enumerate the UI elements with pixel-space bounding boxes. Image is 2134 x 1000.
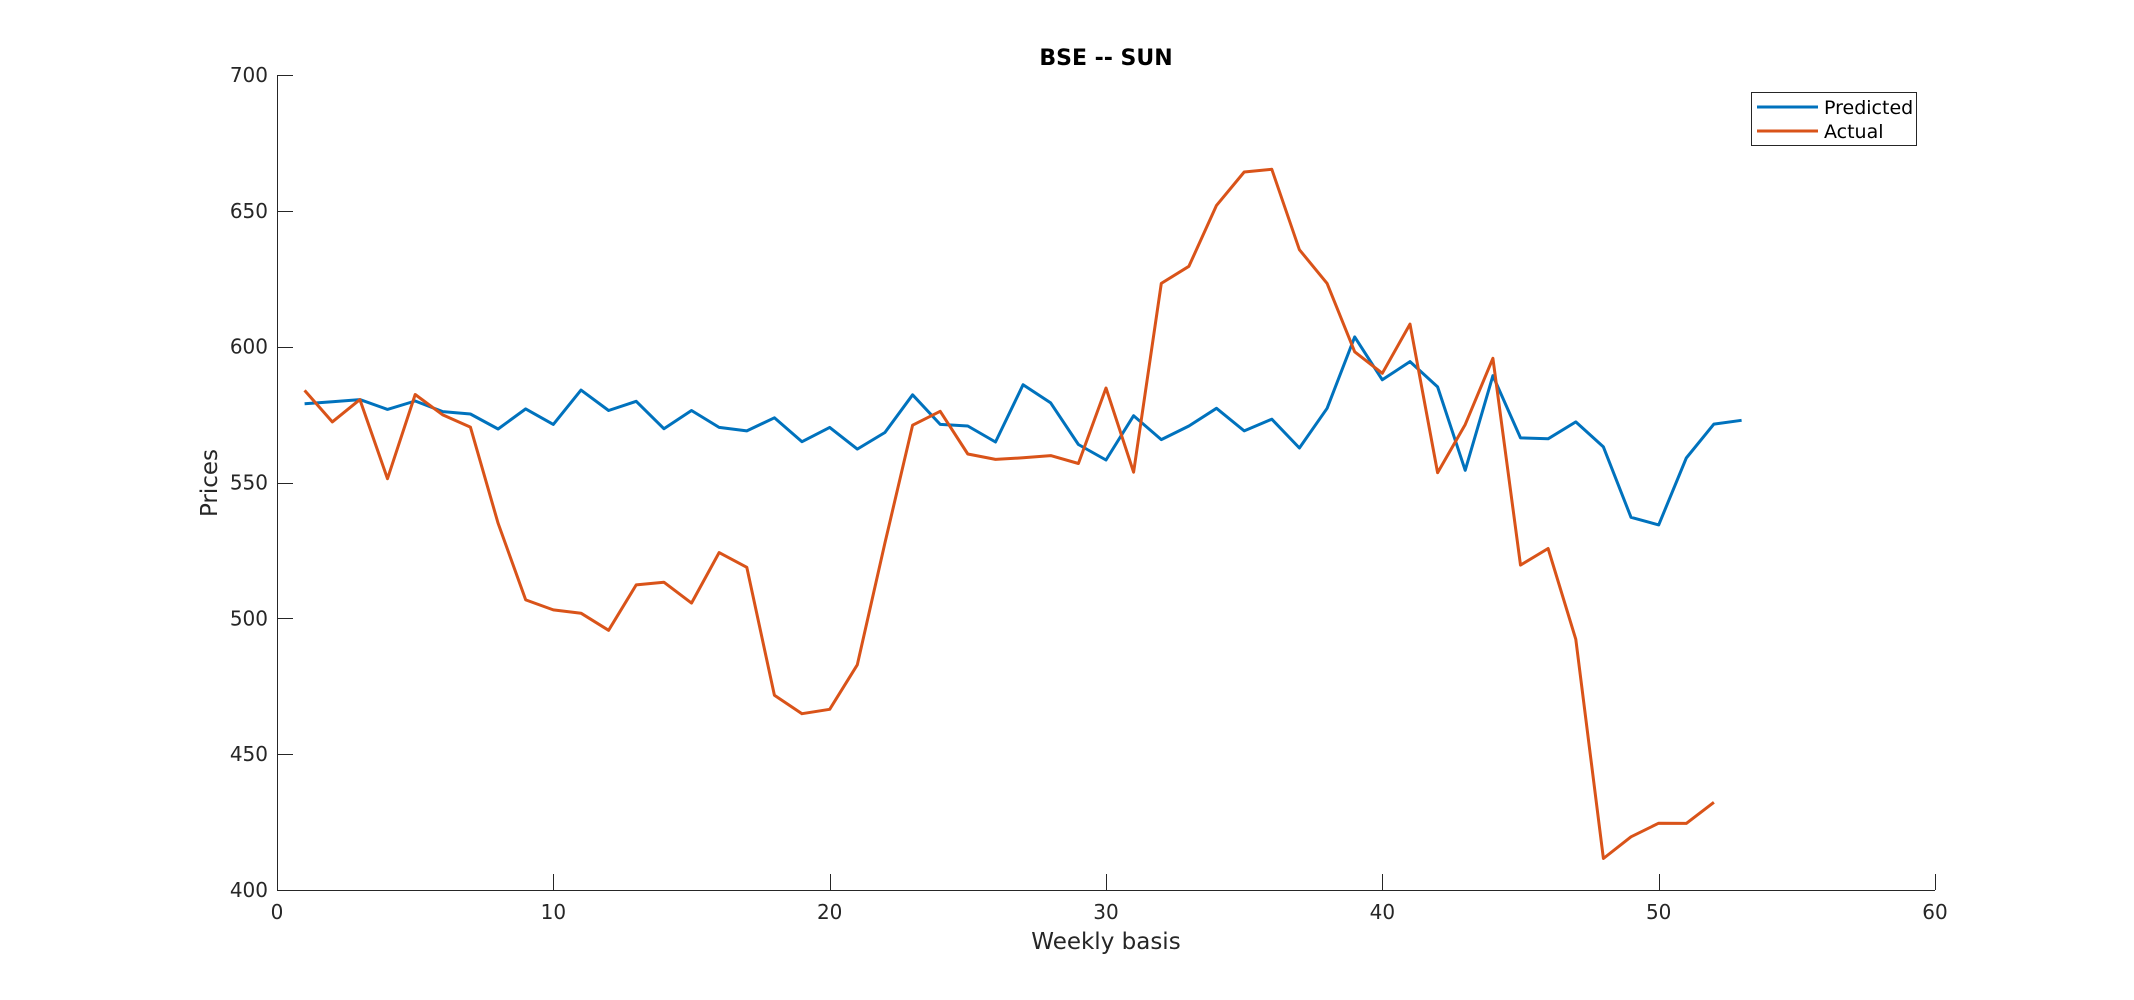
- y-tick-label: 450: [230, 742, 268, 766]
- x-tick-label: 50: [1646, 900, 1671, 924]
- chart-title: BSE -- SUN: [1039, 46, 1172, 71]
- series-layer: [303, 167, 1742, 860]
- y-tick-label: 600: [230, 335, 268, 359]
- y-tick-label: 400: [230, 878, 268, 902]
- series-line-predicted: [304, 335, 1742, 527]
- y-tick-label: 700: [230, 63, 268, 87]
- series-line-actual: [303, 167, 1715, 860]
- y-tick-label: 650: [230, 199, 268, 223]
- x-tick-label: 30: [1093, 900, 1118, 924]
- x-tick-label: 60: [1922, 900, 1947, 924]
- y-axis-ticks: 400 450 500 550 600 650 700: [230, 63, 293, 902]
- x-axis-ticks: 0 10 20 30 40 50 60: [271, 874, 1948, 924]
- x-tick-label: 10: [541, 900, 566, 924]
- x-tick-label: 0: [271, 900, 284, 924]
- plot-area: 0 10 20 30 40 50 60 400 450 500 550 600 650 700: [230, 63, 1948, 924]
- x-axis-label: Weekly basis: [1031, 929, 1180, 955]
- legend: Predicted Actual: [1751, 92, 1917, 146]
- y-tick-label: 500: [230, 606, 268, 630]
- y-axis-label: Prices: [197, 449, 223, 517]
- y-tick-label: 550: [230, 471, 268, 495]
- x-tick-label: 20: [817, 900, 842, 924]
- legend-label-predicted: Predicted: [1824, 97, 1913, 119]
- x-tick-label: 40: [1370, 900, 1395, 924]
- legend-box: [1751, 92, 1917, 146]
- legend-label-actual: Actual: [1824, 121, 1884, 143]
